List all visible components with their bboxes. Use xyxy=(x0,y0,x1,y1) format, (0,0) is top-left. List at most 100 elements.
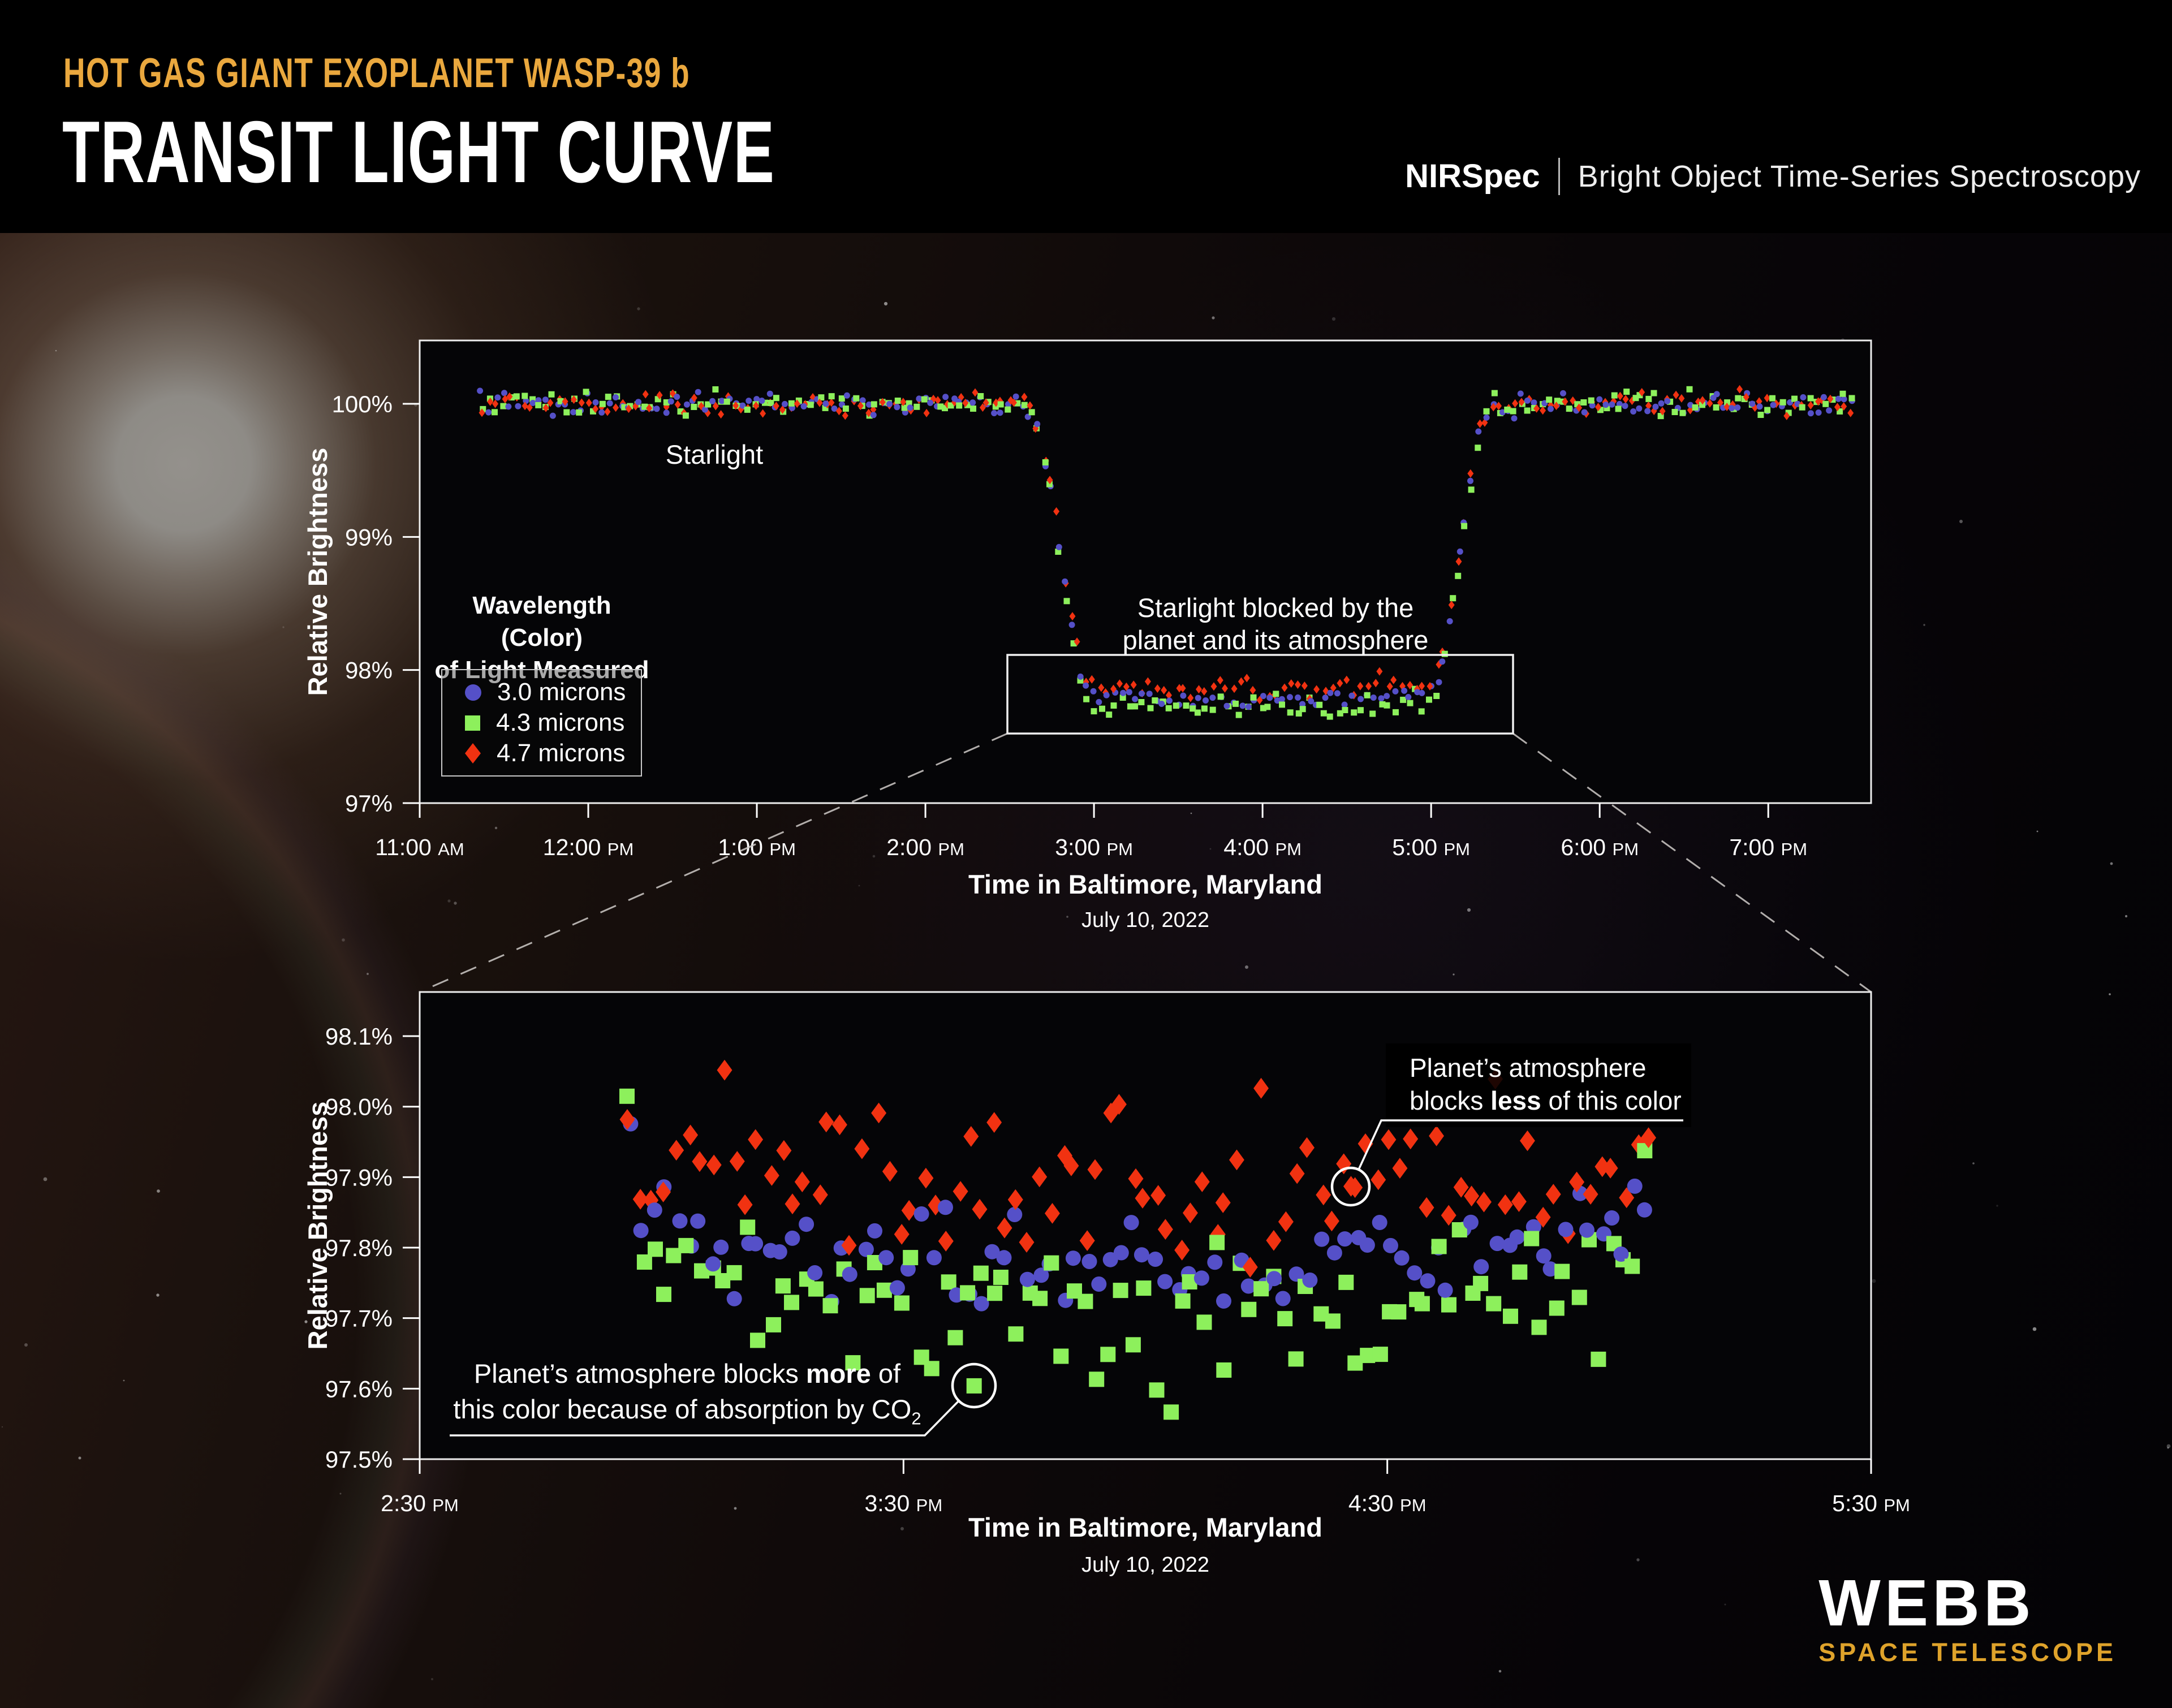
y-tick-label: 97.7% xyxy=(325,1305,393,1332)
top-chart-date: July 10, 2022 xyxy=(1081,908,1210,932)
legend-item-4-7-microns: 4.7 microns xyxy=(465,739,641,767)
data-point-circle xyxy=(859,397,866,404)
data-point-diamond xyxy=(487,397,494,406)
data-point-circle xyxy=(501,390,507,396)
data-point-square xyxy=(1028,409,1035,416)
data-point-square xyxy=(590,408,596,415)
data-point-diamond xyxy=(871,1102,887,1124)
data-point-square xyxy=(1165,705,1172,711)
data-point-diamond xyxy=(748,1129,764,1150)
data-point-square xyxy=(563,409,570,416)
data-point-square xyxy=(845,1355,861,1371)
data-point-diamond xyxy=(479,408,485,417)
data-point-square xyxy=(1099,705,1105,712)
data-point-diamond xyxy=(1201,687,1208,696)
data-point-circle xyxy=(690,1213,706,1229)
data-point-square xyxy=(682,412,689,419)
callout-circle xyxy=(1330,1166,1371,1207)
data-point-diamond xyxy=(1187,693,1194,702)
background-star xyxy=(1212,316,1215,320)
data-point-square xyxy=(1372,1347,1388,1362)
data-point-diamond xyxy=(1010,398,1017,407)
data-point-diamond xyxy=(1783,411,1790,420)
data-point-square xyxy=(970,406,976,412)
data-point-circle xyxy=(913,1206,929,1222)
data-point-diamond xyxy=(1117,679,1123,688)
data-point-square xyxy=(894,398,901,404)
divider-line xyxy=(1558,157,1560,195)
data-point-square xyxy=(1351,709,1358,716)
data-point-square xyxy=(1764,407,1771,413)
data-point-square xyxy=(876,1282,892,1298)
data-point-circle xyxy=(1314,1231,1330,1247)
background-star xyxy=(734,1507,737,1510)
data-point-diamond xyxy=(1497,1194,1513,1215)
background-star xyxy=(858,885,860,887)
data-point-square xyxy=(795,397,802,404)
data-point-diamond xyxy=(1453,1176,1469,1198)
data-point-circle xyxy=(1531,399,1537,406)
data-point-diamond xyxy=(737,1194,753,1215)
data-point-square xyxy=(1597,407,1604,413)
data-point-square xyxy=(1136,1280,1152,1296)
background-star xyxy=(872,855,876,858)
data-point-circle xyxy=(1337,1231,1353,1247)
legend: 3.0 microns 4.3 microns 4.7 microns xyxy=(441,669,642,777)
data-point-circle xyxy=(1602,402,1609,408)
data-point-square xyxy=(1571,1289,1587,1305)
data-point-circle xyxy=(1558,1222,1574,1237)
data-point-square xyxy=(1757,412,1764,418)
data-point-square xyxy=(942,405,948,412)
data-point-square xyxy=(1671,409,1678,415)
instrument-mode: Bright Object Time-Series Spectroscopy xyxy=(1578,159,2141,193)
data-point-diamond xyxy=(1343,675,1350,684)
data-point-diamond xyxy=(502,395,508,404)
data-point-square xyxy=(648,1241,663,1257)
data-point-diamond xyxy=(1841,402,1847,411)
data-point-circle xyxy=(1134,1247,1149,1263)
data-point-circle xyxy=(1012,393,1019,400)
data-point-circle xyxy=(842,1266,857,1282)
data-point-square xyxy=(1196,1314,1212,1330)
data-point-square xyxy=(641,403,648,410)
background-star xyxy=(282,626,285,628)
data-point-circle xyxy=(1195,695,1201,701)
data-point-circle xyxy=(1384,693,1390,700)
data-point-square xyxy=(678,1237,694,1253)
data-point-square xyxy=(1032,1291,1048,1306)
data-point-circle xyxy=(1463,1214,1479,1230)
data-point-diamond xyxy=(547,398,554,407)
data-point-square xyxy=(1524,407,1531,414)
data-point-circle xyxy=(1596,396,1603,403)
data-point-diamond xyxy=(841,1235,857,1256)
data-point-circle xyxy=(1473,1259,1489,1275)
data-point-circle xyxy=(1266,695,1273,701)
data-point-diamond xyxy=(1743,393,1749,402)
data-point-square xyxy=(1799,404,1805,411)
background-star xyxy=(2036,830,2039,833)
data-point-diamond xyxy=(972,1198,988,1220)
data-point-circle xyxy=(1055,544,1062,550)
data-point-circle xyxy=(1083,682,1089,689)
background-star xyxy=(1331,317,1336,321)
data-point-circle xyxy=(1467,477,1473,484)
background-star xyxy=(304,1320,308,1323)
callout-line xyxy=(450,1400,960,1437)
data-point-diamond xyxy=(1281,683,1288,692)
data-point-circle xyxy=(1548,406,1554,412)
background-star xyxy=(157,1189,160,1193)
background-star xyxy=(637,307,640,310)
data-point-diamond xyxy=(900,398,907,407)
data-point-diamond xyxy=(1673,390,1679,399)
data-point-diamond xyxy=(972,388,979,397)
data-point-square xyxy=(838,395,845,402)
data-point-diamond xyxy=(1088,675,1095,684)
data-point-diamond xyxy=(760,409,766,418)
data-point-diamond xyxy=(997,1217,1012,1239)
data-point-square xyxy=(1692,404,1699,411)
data-point-square xyxy=(1342,707,1348,713)
data-point-diamond xyxy=(1111,1094,1127,1115)
data-point-square xyxy=(1337,710,1343,717)
x-tick-label: 11:00 AM xyxy=(375,834,464,860)
